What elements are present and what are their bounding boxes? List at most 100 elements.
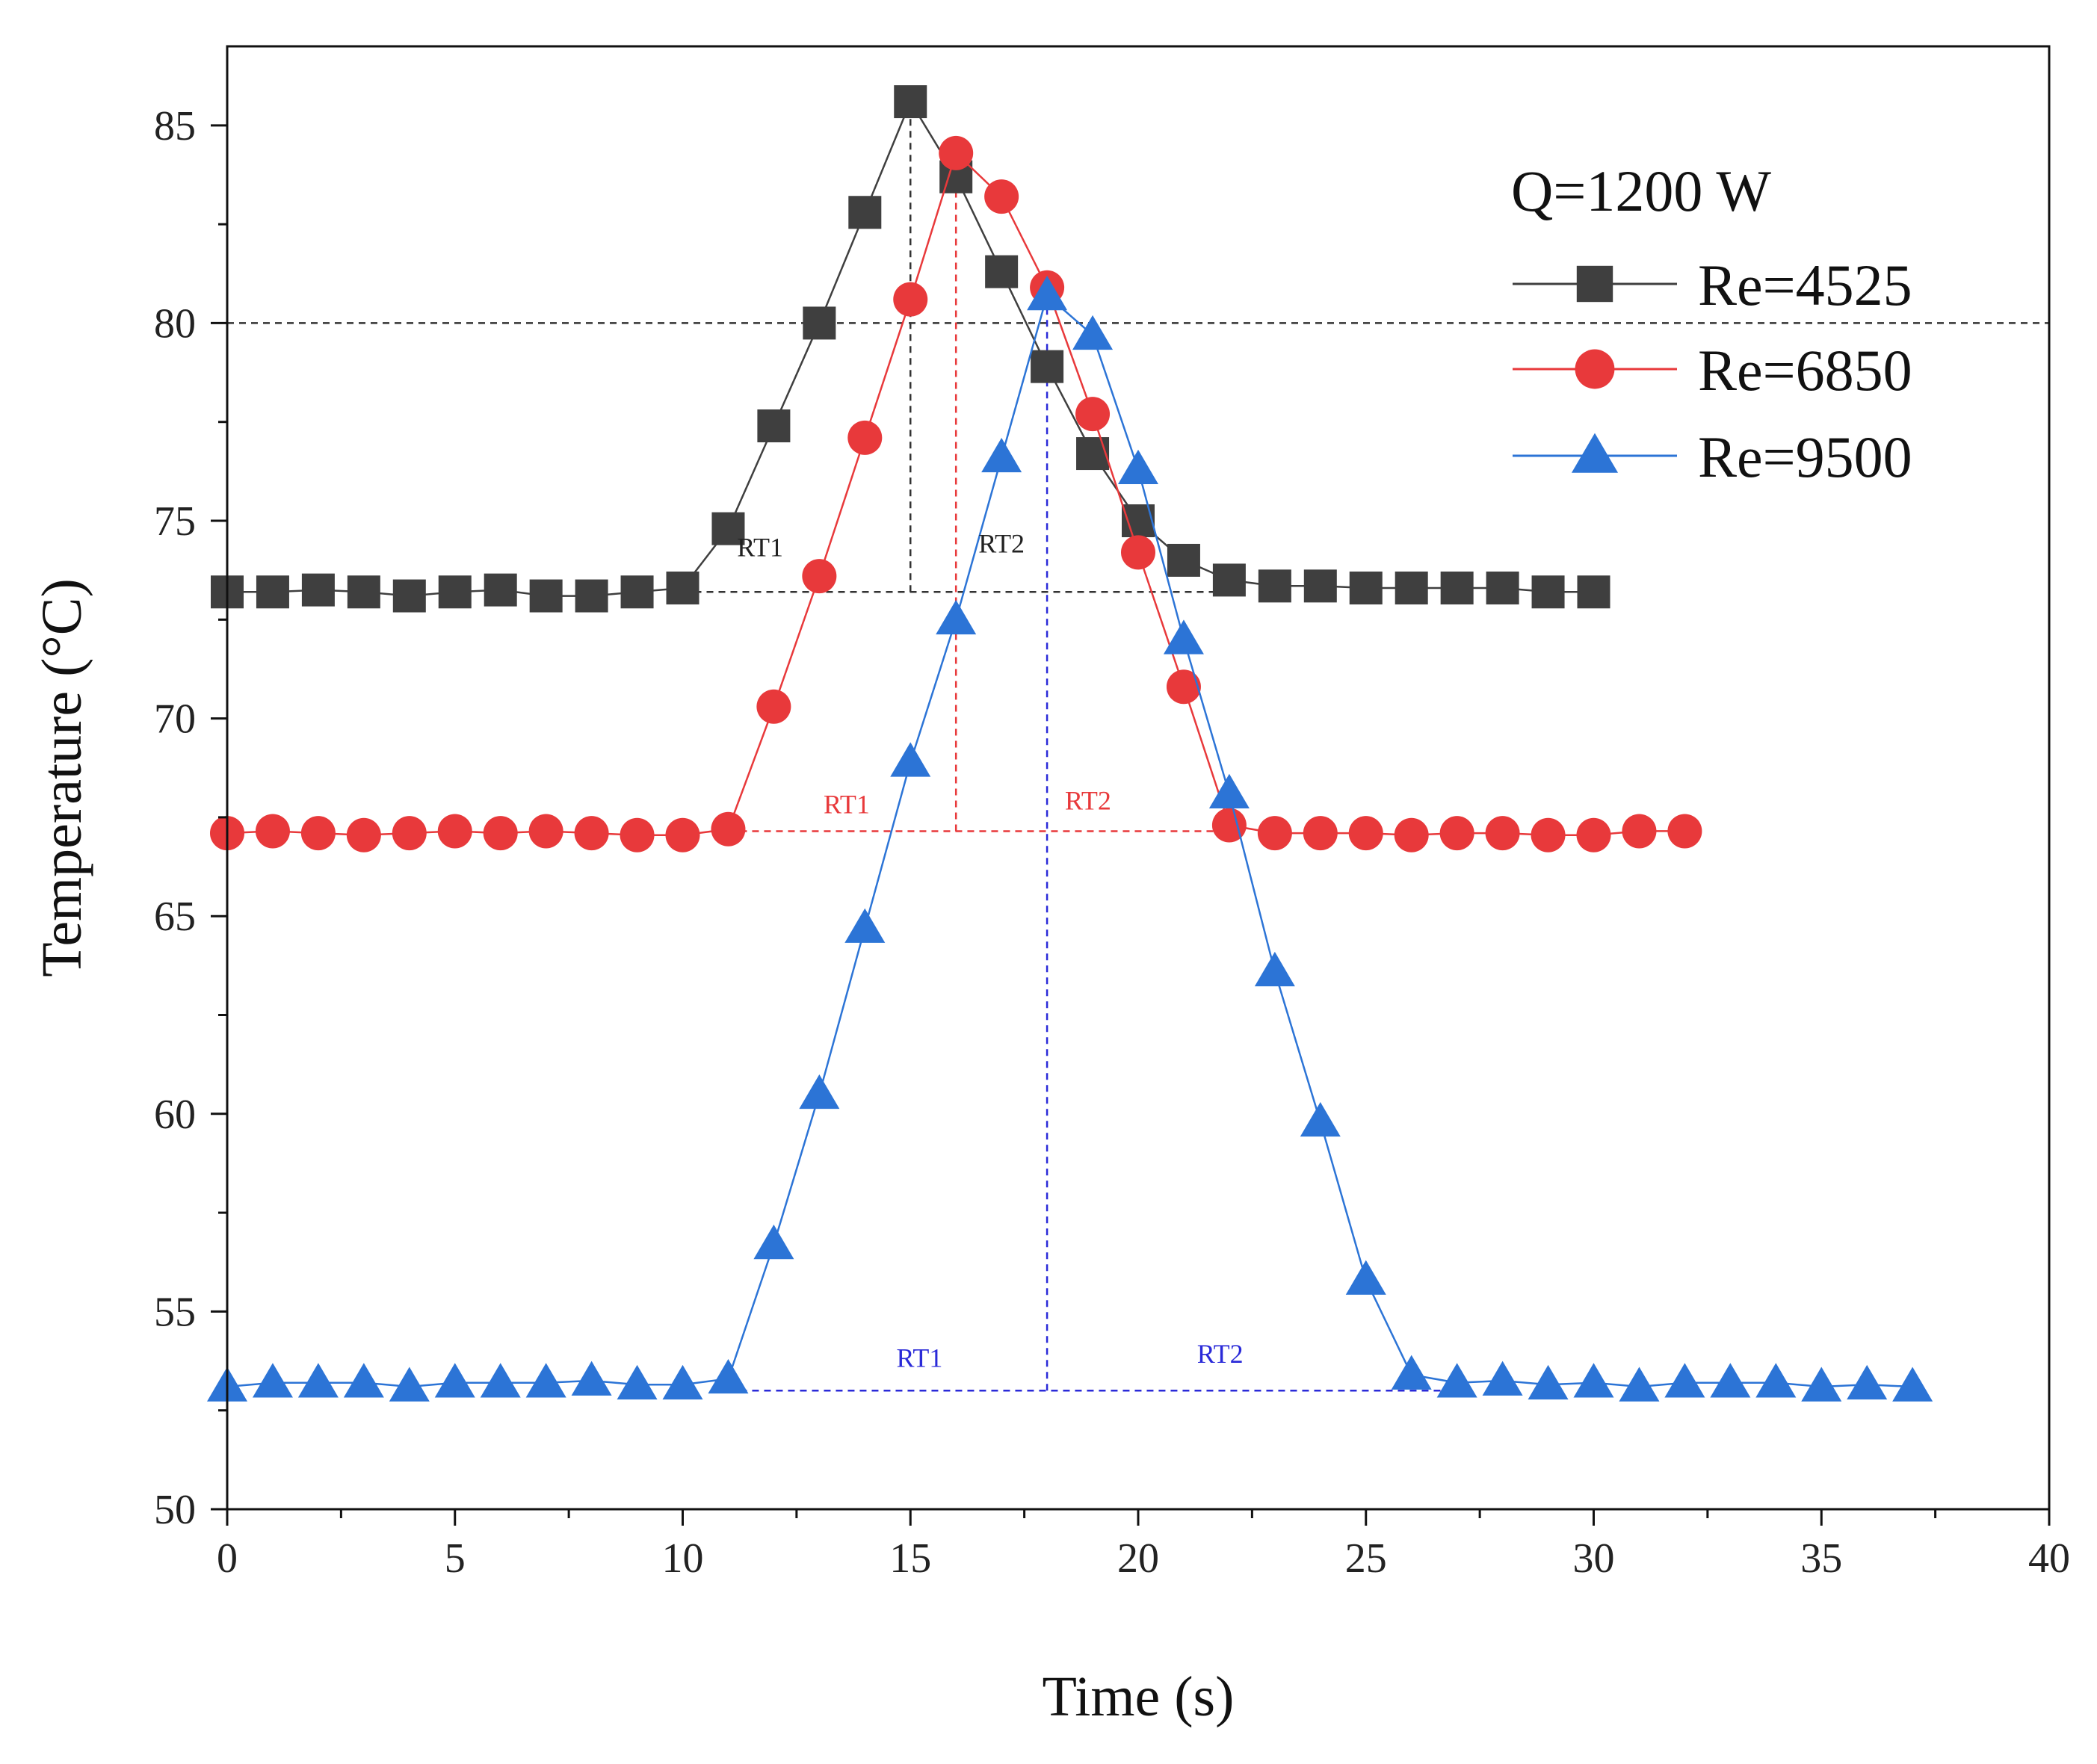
data-point — [1075, 397, 1111, 432]
data-point — [297, 1363, 339, 1398]
annotation-rt1: RT1 — [737, 533, 783, 563]
data-point — [1892, 1367, 1933, 1402]
data-point — [1257, 816, 1292, 851]
annotation-rt2: RT2 — [978, 528, 1025, 558]
data-point — [1163, 619, 1204, 654]
data-point — [438, 575, 472, 609]
legend-marker — [1576, 265, 1613, 303]
data-point — [1391, 1355, 1432, 1390]
annotation-rt2: RT2 — [1065, 785, 1111, 815]
data-point — [525, 1363, 566, 1398]
data-point — [711, 512, 745, 545]
data-point — [666, 571, 699, 604]
legend: Q=1200 W Re=4525 Re=6850 Re=9500 — [1511, 158, 1912, 489]
data-point — [893, 282, 928, 317]
data-point — [343, 1363, 384, 1398]
data-point — [939, 135, 974, 170]
axes: 0 5 10 15 20 25 30 35 40 50 55 60 65 70 75 80 85 — [154, 45, 2070, 1582]
legend-title: Q=1200 W — [1511, 158, 1771, 223]
series-re-6850 — [210, 135, 1702, 852]
legend-label: Re=4525 — [1698, 253, 1912, 318]
data-point — [389, 1367, 430, 1402]
data-point — [711, 811, 746, 847]
data-point — [620, 575, 654, 609]
data-point — [1482, 1361, 1523, 1396]
data-point — [1395, 571, 1428, 604]
data-point — [574, 816, 609, 851]
y-tick-label: 75 — [154, 498, 196, 545]
x-tick-label: 20 — [1117, 1535, 1159, 1582]
data-point — [1440, 571, 1474, 604]
data-point — [346, 817, 381, 852]
data-point — [1710, 1363, 1751, 1398]
data-point — [753, 1225, 794, 1260]
data-point — [936, 599, 977, 635]
data-point — [1208, 773, 1250, 808]
data-point — [848, 196, 882, 229]
data-point — [1121, 535, 1155, 570]
data-point — [1755, 1363, 1797, 1398]
data-point — [1211, 808, 1247, 843]
data-point — [1619, 1367, 1660, 1402]
data-point — [484, 573, 517, 607]
data-point — [1258, 569, 1291, 603]
data-point — [480, 1363, 521, 1398]
data-point — [890, 742, 931, 777]
data-point — [347, 575, 380, 609]
data-point — [1486, 571, 1519, 604]
data-point — [756, 689, 791, 724]
y-axis-title: Temperature (°C) — [31, 578, 93, 977]
data-point — [437, 814, 472, 849]
data-point — [1076, 437, 1110, 471]
data-point — [1847, 1364, 1888, 1400]
data-point — [1576, 817, 1611, 852]
data-point — [1485, 816, 1520, 851]
data-point — [1031, 350, 1064, 383]
data-point — [252, 1363, 293, 1398]
x-tick-label: 25 — [1345, 1535, 1387, 1582]
data-point — [575, 579, 608, 613]
data-point — [1167, 543, 1200, 577]
legend-label: Re=6850 — [1698, 338, 1912, 403]
data-point — [1577, 575, 1610, 609]
series-re-4525 — [211, 85, 1610, 613]
annotations: RT1 RT2 RT1 RT2 RT1 RT2 — [737, 528, 1243, 1372]
data-point — [1166, 669, 1201, 705]
data-point — [1664, 1363, 1705, 1398]
data-point — [844, 908, 886, 943]
data-point — [1622, 814, 1657, 849]
data-series — [207, 85, 1933, 1402]
annotation-rt1: RT1 — [824, 790, 870, 820]
data-point — [1531, 575, 1565, 609]
data-point — [1394, 817, 1429, 852]
data-point — [1118, 449, 1158, 485]
y-tick-label: 85 — [154, 103, 196, 149]
data-point — [1072, 315, 1114, 350]
annotation-rt1: RT1 — [897, 1343, 943, 1372]
legend-marker — [1575, 349, 1615, 389]
legend-label: Re=9500 — [1698, 424, 1912, 489]
data-point — [255, 814, 290, 849]
data-point — [1303, 569, 1337, 603]
x-tick-label: 0 — [217, 1535, 238, 1582]
y-tick-label: 70 — [154, 696, 196, 743]
x-tick-label: 15 — [889, 1535, 931, 1582]
data-point — [1528, 1364, 1569, 1400]
data-point — [1348, 816, 1383, 851]
y-tick-label: 80 — [154, 300, 196, 347]
data-point — [665, 817, 700, 852]
annotation-rt2: RT2 — [1197, 1339, 1244, 1369]
data-point — [847, 420, 883, 455]
data-point — [301, 573, 335, 607]
data-point — [256, 575, 289, 609]
data-point — [529, 579, 563, 613]
data-point — [1027, 275, 1068, 311]
legend-entry-re-4525: Re=4525 — [1513, 253, 1912, 318]
data-point — [757, 409, 791, 443]
data-point — [392, 579, 426, 613]
x-tick-label: 10 — [662, 1535, 704, 1582]
data-point — [1436, 1363, 1477, 1398]
x-tick-label: 35 — [1800, 1535, 1842, 1582]
y-tick-label: 50 — [154, 1487, 196, 1533]
